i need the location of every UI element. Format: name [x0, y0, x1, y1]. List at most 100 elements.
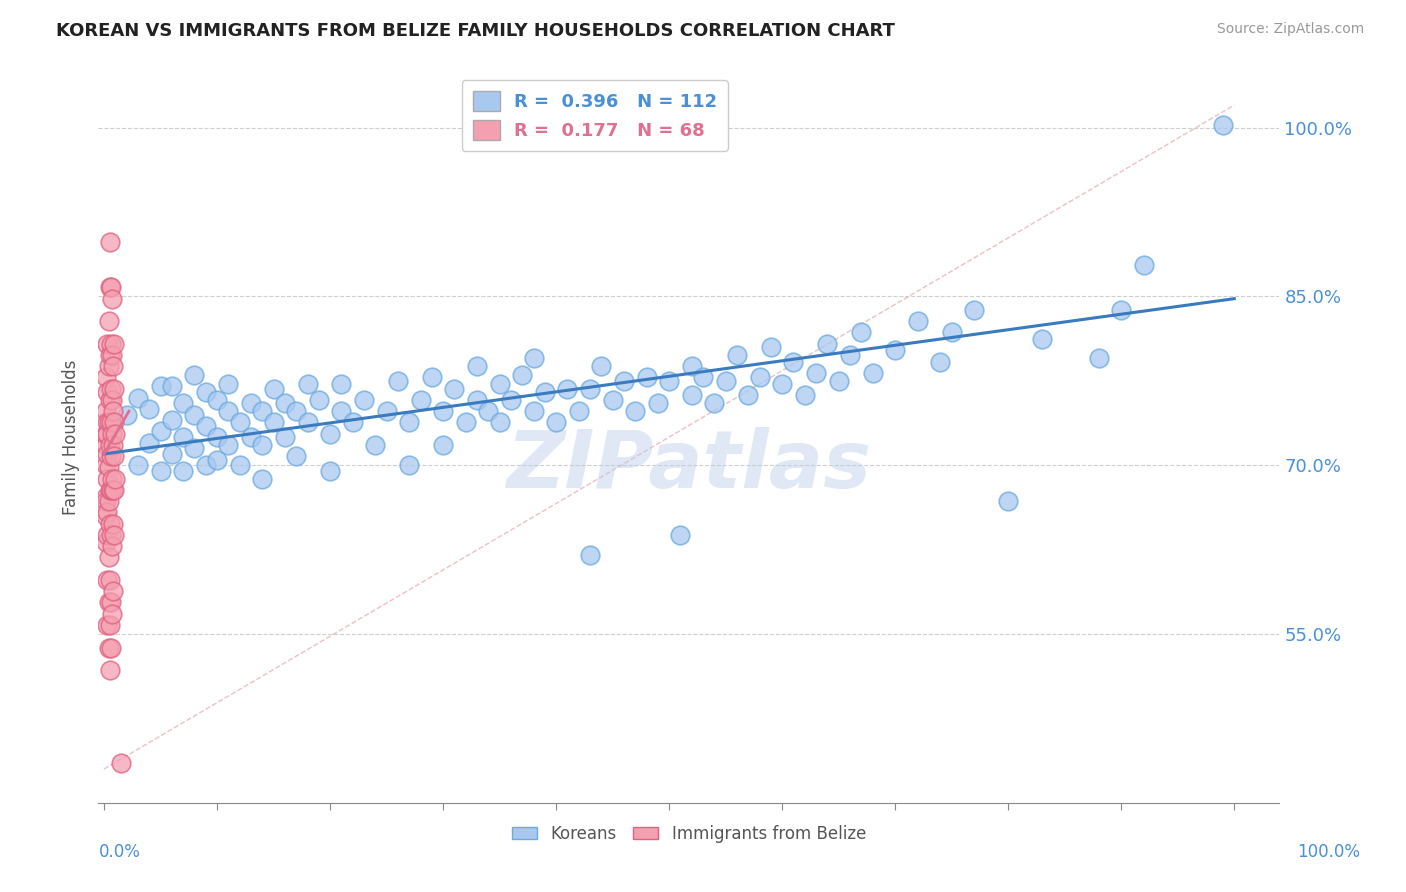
Point: [748, 370, 770, 384]
Point: [100, 336, 122, 351]
Point: [103, 336, 125, 351]
Point: [97, 314, 120, 328]
Point: [149, 425, 172, 439]
Point: [815, 336, 838, 351]
Point: [1212, 119, 1234, 133]
Point: [297, 416, 319, 430]
Point: [98, 348, 121, 362]
Point: [510, 368, 533, 383]
Point: [96, 534, 118, 549]
Point: [101, 472, 124, 486]
Point: [96, 508, 118, 523]
Point: [96, 336, 118, 351]
Text: Source: ZipAtlas.com: Source: ZipAtlas.com: [1216, 22, 1364, 37]
Point: [103, 382, 125, 396]
Point: [851, 326, 873, 340]
Point: [97, 416, 120, 430]
Point: [104, 426, 127, 441]
Point: [194, 385, 217, 400]
Point: [96, 404, 118, 418]
Point: [98, 235, 121, 250]
Point: [884, 343, 907, 358]
Point: [285, 449, 308, 463]
Point: [793, 388, 815, 402]
Point: [546, 416, 568, 430]
Point: [127, 458, 149, 473]
Point: [804, 366, 827, 380]
Point: [172, 464, 194, 478]
Point: [98, 280, 121, 294]
Point: [100, 483, 122, 497]
Point: [97, 460, 120, 475]
Point: [205, 392, 228, 407]
Point: [172, 430, 194, 444]
Point: [759, 340, 782, 354]
Point: [681, 388, 703, 402]
Point: [387, 374, 409, 388]
Point: [319, 464, 342, 478]
Point: [297, 377, 319, 392]
Point: [194, 458, 217, 473]
Point: [96, 494, 118, 508]
Point: [100, 640, 122, 655]
Point: [96, 370, 118, 384]
Point: [127, 391, 149, 405]
Point: [591, 359, 613, 374]
Point: [557, 382, 579, 396]
Point: [96, 426, 118, 441]
Point: [100, 280, 122, 294]
Point: [96, 416, 118, 430]
Point: [228, 416, 250, 430]
Point: [263, 382, 285, 396]
Point: [100, 416, 122, 430]
Point: [465, 392, 488, 407]
Point: [499, 392, 522, 407]
Text: 0.0%: 0.0%: [98, 843, 141, 861]
Point: [398, 416, 420, 430]
Point: [217, 404, 239, 418]
Point: [100, 595, 122, 609]
Point: [149, 464, 172, 478]
Point: [103, 528, 125, 542]
Point: [613, 374, 636, 388]
Point: [96, 472, 118, 486]
Legend: Koreans, Immigrants from Belize: Koreans, Immigrants from Belize: [505, 818, 873, 849]
Point: [101, 348, 124, 362]
Point: [96, 426, 118, 441]
Point: [647, 396, 669, 410]
Point: [205, 430, 228, 444]
Point: [96, 506, 118, 520]
Point: [98, 516, 121, 531]
Point: [96, 528, 118, 542]
Point: [96, 490, 118, 504]
Point: [636, 370, 658, 384]
Text: ZIPatlas: ZIPatlas: [506, 427, 872, 506]
Point: [172, 396, 194, 410]
Point: [100, 449, 122, 463]
Point: [285, 404, 308, 418]
Point: [160, 413, 183, 427]
Point: [375, 404, 398, 418]
Point: [330, 377, 353, 392]
Point: [101, 404, 124, 418]
Point: [454, 416, 477, 430]
Point: [98, 573, 121, 587]
Point: [101, 483, 124, 497]
Point: [149, 379, 172, 393]
Point: [782, 354, 804, 368]
Point: [997, 494, 1019, 508]
Point: [568, 404, 591, 418]
Point: [98, 438, 121, 452]
Point: [669, 528, 692, 542]
Point: [98, 483, 121, 497]
Point: [862, 366, 884, 380]
Point: [263, 416, 285, 430]
Point: [228, 458, 250, 473]
Point: [96, 618, 118, 632]
Point: [488, 416, 510, 430]
Point: [737, 388, 759, 402]
Point: [353, 392, 375, 407]
Point: [420, 370, 443, 384]
Point: [432, 404, 454, 418]
Point: [240, 430, 263, 444]
